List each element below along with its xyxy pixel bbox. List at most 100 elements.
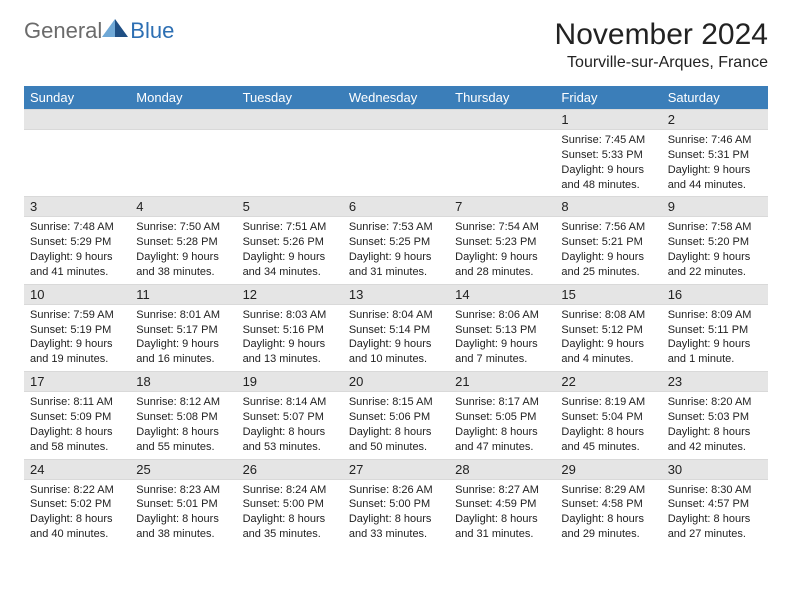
day-header: Thursday: [449, 86, 555, 109]
calendar-cell: 18Sunrise: 8:12 AMSunset: 5:08 PMDayligh…: [130, 371, 236, 458]
cell-content: Sunrise: 8:11 AMSunset: 5:09 PMDaylight:…: [24, 392, 130, 458]
daylight-line: Daylight: 9 hours and 28 minutes.: [455, 250, 549, 280]
logo: General Blue: [24, 18, 174, 44]
calendar-cell: [237, 109, 343, 196]
logo-text-blue: Blue: [130, 18, 174, 44]
daylight-line: Daylight: 8 hours and 27 minutes.: [668, 512, 762, 542]
date-bar: 2: [662, 109, 768, 130]
sunset-line: Sunset: 4:58 PM: [561, 497, 655, 512]
sunset-line: Sunset: 5:05 PM: [455, 410, 549, 425]
date-bar: 16: [662, 284, 768, 305]
daylight-line: Daylight: 9 hours and 7 minutes.: [455, 337, 549, 367]
calendar-cell: 25Sunrise: 8:23 AMSunset: 5:01 PMDayligh…: [130, 459, 236, 546]
sunrise-line: Sunrise: 7:53 AM: [349, 220, 443, 235]
daylight-line: Daylight: 8 hours and 35 minutes.: [243, 512, 337, 542]
date-bar: [343, 109, 449, 130]
date-bar: 19: [237, 371, 343, 392]
sunrise-line: Sunrise: 8:01 AM: [136, 308, 230, 323]
cell-content: Sunrise: 8:12 AMSunset: 5:08 PMDaylight:…: [130, 392, 236, 458]
sunrise-line: Sunrise: 8:06 AM: [455, 308, 549, 323]
calendar-cell: 3Sunrise: 7:48 AMSunset: 5:29 PMDaylight…: [24, 196, 130, 283]
cell-content: Sunrise: 8:03 AMSunset: 5:16 PMDaylight:…: [237, 305, 343, 371]
day-header: Friday: [555, 86, 661, 109]
daylight-line: Daylight: 9 hours and 38 minutes.: [136, 250, 230, 280]
cell-content: Sunrise: 8:15 AMSunset: 5:06 PMDaylight:…: [343, 392, 449, 458]
calendar-cell: [130, 109, 236, 196]
sunrise-line: Sunrise: 7:45 AM: [561, 133, 655, 148]
calendar-week-row: 1Sunrise: 7:45 AMSunset: 5:33 PMDaylight…: [24, 109, 768, 196]
date-bar: 18: [130, 371, 236, 392]
calendar-cell: [343, 109, 449, 196]
cell-content: Sunrise: 8:23 AMSunset: 5:01 PMDaylight:…: [130, 480, 236, 546]
date-bar: 21: [449, 371, 555, 392]
sunset-line: Sunset: 5:12 PM: [561, 323, 655, 338]
daylight-line: Daylight: 9 hours and 44 minutes.: [668, 163, 762, 193]
date-bar: 9: [662, 196, 768, 217]
calendar-cell: 8Sunrise: 7:56 AMSunset: 5:21 PMDaylight…: [555, 196, 661, 283]
calendar-cell: 10Sunrise: 7:59 AMSunset: 5:19 PMDayligh…: [24, 284, 130, 371]
cell-content: Sunrise: 8:19 AMSunset: 5:04 PMDaylight:…: [555, 392, 661, 458]
date-bar: 11: [130, 284, 236, 305]
date-bar: 15: [555, 284, 661, 305]
sunrise-line: Sunrise: 7:51 AM: [243, 220, 337, 235]
sunrise-line: Sunrise: 8:12 AM: [136, 395, 230, 410]
sunrise-line: Sunrise: 8:23 AM: [136, 483, 230, 498]
cell-content: Sunrise: 8:04 AMSunset: 5:14 PMDaylight:…: [343, 305, 449, 371]
cell-content: Sunrise: 8:01 AMSunset: 5:17 PMDaylight:…: [130, 305, 236, 371]
sunset-line: Sunset: 5:33 PM: [561, 148, 655, 163]
daylight-line: Daylight: 8 hours and 53 minutes.: [243, 425, 337, 455]
date-bar: 25: [130, 459, 236, 480]
daylight-line: Daylight: 8 hours and 29 minutes.: [561, 512, 655, 542]
calendar-cell: 9Sunrise: 7:58 AMSunset: 5:20 PMDaylight…: [662, 196, 768, 283]
daylight-line: Daylight: 8 hours and 50 minutes.: [349, 425, 443, 455]
sunset-line: Sunset: 5:21 PM: [561, 235, 655, 250]
sunrise-line: Sunrise: 7:58 AM: [668, 220, 762, 235]
calendar-cell: 17Sunrise: 8:11 AMSunset: 5:09 PMDayligh…: [24, 371, 130, 458]
sunset-line: Sunset: 5:16 PM: [243, 323, 337, 338]
sunrise-line: Sunrise: 8:14 AM: [243, 395, 337, 410]
calendar-cell: 23Sunrise: 8:20 AMSunset: 5:03 PMDayligh…: [662, 371, 768, 458]
daylight-line: Daylight: 8 hours and 47 minutes.: [455, 425, 549, 455]
date-bar: 27: [343, 459, 449, 480]
calendar-cell: 30Sunrise: 8:30 AMSunset: 4:57 PMDayligh…: [662, 459, 768, 546]
sunrise-line: Sunrise: 8:26 AM: [349, 483, 443, 498]
sunset-line: Sunset: 5:17 PM: [136, 323, 230, 338]
date-bar: 29: [555, 459, 661, 480]
sunset-line: Sunset: 5:13 PM: [455, 323, 549, 338]
sunrise-line: Sunrise: 8:29 AM: [561, 483, 655, 498]
daylight-line: Daylight: 8 hours and 58 minutes.: [30, 425, 124, 455]
calendar-week-row: 17Sunrise: 8:11 AMSunset: 5:09 PMDayligh…: [24, 371, 768, 458]
sunrise-line: Sunrise: 7:56 AM: [561, 220, 655, 235]
cell-content: Sunrise: 8:26 AMSunset: 5:00 PMDaylight:…: [343, 480, 449, 546]
calendar-cell: 11Sunrise: 8:01 AMSunset: 5:17 PMDayligh…: [130, 284, 236, 371]
calendar-cell: 27Sunrise: 8:26 AMSunset: 5:00 PMDayligh…: [343, 459, 449, 546]
page-subtitle: Tourville-sur-Arques, France: [555, 54, 768, 72]
sunset-line: Sunset: 5:04 PM: [561, 410, 655, 425]
sunrise-line: Sunrise: 7:54 AM: [455, 220, 549, 235]
calendar-cell: 15Sunrise: 8:08 AMSunset: 5:12 PMDayligh…: [555, 284, 661, 371]
sunset-line: Sunset: 5:08 PM: [136, 410, 230, 425]
sunrise-line: Sunrise: 8:11 AM: [30, 395, 124, 410]
sunset-line: Sunset: 5:02 PM: [30, 497, 124, 512]
date-bar: 24: [24, 459, 130, 480]
daylight-line: Daylight: 9 hours and 48 minutes.: [561, 163, 655, 193]
daylight-line: Daylight: 9 hours and 34 minutes.: [243, 250, 337, 280]
cell-content: Sunrise: 8:06 AMSunset: 5:13 PMDaylight:…: [449, 305, 555, 371]
cell-content: Sunrise: 8:30 AMSunset: 4:57 PMDaylight:…: [662, 480, 768, 546]
date-bar: 8: [555, 196, 661, 217]
calendar-cell: 19Sunrise: 8:14 AMSunset: 5:07 PMDayligh…: [237, 371, 343, 458]
calendar-cell: 16Sunrise: 8:09 AMSunset: 5:11 PMDayligh…: [662, 284, 768, 371]
day-header: Sunday: [24, 86, 130, 109]
date-bar: 10: [24, 284, 130, 305]
cell-content: Sunrise: 8:20 AMSunset: 5:03 PMDaylight:…: [662, 392, 768, 458]
cell-content: Sunrise: 8:14 AMSunset: 5:07 PMDaylight:…: [237, 392, 343, 458]
date-bar: [130, 109, 236, 130]
calendar-cell: 26Sunrise: 8:24 AMSunset: 5:00 PMDayligh…: [237, 459, 343, 546]
calendar-cell: 21Sunrise: 8:17 AMSunset: 5:05 PMDayligh…: [449, 371, 555, 458]
sunset-line: Sunset: 4:57 PM: [668, 497, 762, 512]
cell-content: Sunrise: 7:54 AMSunset: 5:23 PMDaylight:…: [449, 217, 555, 283]
sunrise-line: Sunrise: 8:03 AM: [243, 308, 337, 323]
cell-content: Sunrise: 8:29 AMSunset: 4:58 PMDaylight:…: [555, 480, 661, 546]
daylight-line: Daylight: 8 hours and 42 minutes.: [668, 425, 762, 455]
calendar-cell: 1Sunrise: 7:45 AMSunset: 5:33 PMDaylight…: [555, 109, 661, 196]
